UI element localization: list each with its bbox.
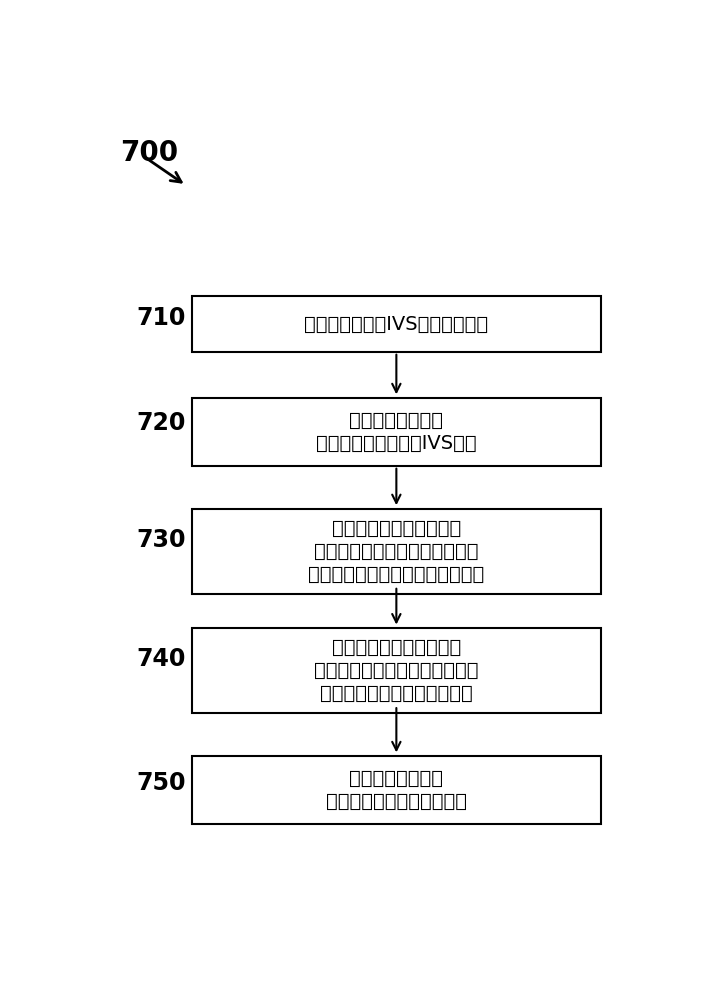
Text: 启动车载感测（IVS）模块的电源: 启动车载感测（IVS）模块的电源: [304, 315, 488, 334]
Bar: [191, 628, 601, 713]
Text: （包括事件数据），并将元数据: （包括事件数据），并将元数据: [314, 661, 478, 680]
Text: 在低功率模式下操作IVS模块: 在低功率模式下操作IVS模块: [316, 434, 477, 453]
Text: 写入本地非易失性存储器: 写入本地非易失性存储器: [332, 638, 461, 657]
Text: 直到唤醒条件发生: 直到唤醒条件发生: [349, 411, 443, 430]
Text: 写入本地非易失性存储器: 写入本地非易失性存储器: [332, 519, 461, 538]
Bar: [191, 509, 601, 594]
Text: 至少将元数据上载到云存储: 至少将元数据上载到云存储: [326, 792, 467, 811]
Bar: [191, 398, 601, 466]
Text: 720: 720: [136, 411, 186, 435]
Text: 700: 700: [120, 139, 178, 167]
Text: 接收来自集成传感器和外部传感器: 接收来自集成传感器和外部传感器: [308, 565, 485, 584]
Text: 后端以在该处存储: 后端以在该处存储: [349, 769, 443, 788]
Bar: [191, 756, 601, 824]
Bar: [191, 296, 601, 352]
Text: 730: 730: [136, 528, 186, 552]
Text: 处理传感器数据以确定元数据: 处理传感器数据以确定元数据: [320, 684, 473, 703]
Text: 710: 710: [136, 306, 186, 330]
Text: 750: 750: [136, 771, 186, 795]
Text: 的传感器数据，并将传感器数据: 的传感器数据，并将传感器数据: [314, 542, 478, 561]
Text: 740: 740: [136, 647, 186, 671]
